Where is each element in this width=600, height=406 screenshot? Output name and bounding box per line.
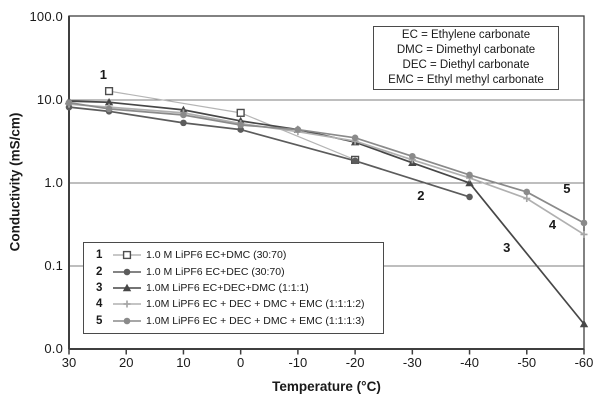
marker-filled-circle <box>294 126 302 133</box>
abbrev-line-emc: EMC = Ethyl methyl carbonate <box>388 74 544 86</box>
x-tick-label: -30 <box>402 355 422 370</box>
series-annotation-3: 3 <box>503 239 511 255</box>
series-line-5 <box>68 101 585 224</box>
marker-filled-circle <box>237 126 244 133</box>
marker-open-square <box>122 251 132 260</box>
y-tick-label: 0.1 <box>44 258 63 273</box>
series-line-1 <box>108 90 356 161</box>
legend-marker-filled-triangle-icon <box>113 283 141 292</box>
marker-filled-circle <box>123 268 131 275</box>
legend-marker-open-square-icon <box>113 251 141 260</box>
x-tick-label: 20 <box>118 355 134 370</box>
x-axis-title: Temperature (°C) <box>272 379 381 394</box>
marker-filled-circle <box>123 317 131 325</box>
legend-marker-filled-circle-icon <box>113 268 141 275</box>
marker-filled-circle <box>237 121 244 129</box>
legend-number: 1 <box>96 249 103 262</box>
series-5 <box>65 99 588 227</box>
x-tick-label: 0 <box>237 355 245 370</box>
legend-row-2: 2 1.0 M LiPF6 EC+DEC (30:70) <box>96 266 377 278</box>
abbrev-line-ec: EC = Ethylene carbonate <box>401 29 531 41</box>
marker-filled-circle <box>466 171 473 179</box>
legend-marker-plus-icon <box>113 300 141 308</box>
legend-label: 1.0 M LiPF6 EC+DMC (30:70) <box>146 249 287 262</box>
series-4 <box>65 100 588 238</box>
x-tick-label: 30 <box>61 355 77 370</box>
marker-filled-circle <box>105 105 113 113</box>
legend-number: 5 <box>96 314 103 327</box>
legend-number: 4 <box>96 298 103 311</box>
y-tick-label: 1.0 <box>44 175 63 190</box>
x-tick-label: -60 <box>574 355 594 370</box>
legend-row-1: 1 1.0 M LiPF6 EC+DMC (30:70) <box>96 249 377 261</box>
y-tick-label: 10.0 <box>36 92 63 107</box>
marker-open-square <box>104 87 114 96</box>
marker-filled-triangle <box>104 98 114 106</box>
series-legend-box: 1 1.0 M LiPF6 EC+DMC (30:70) 2 1.0 M LiP… <box>83 242 384 334</box>
marker-filled-circle <box>351 134 359 142</box>
legend-row-5: 5 1.0M LiPF6 EC + DEC + DMC + EMC (1:1:1… <box>96 315 377 327</box>
legend-marker-filled-circle-gray-icon <box>113 317 141 325</box>
marker-filled-triangle <box>122 283 132 292</box>
series-annotation-4: 4 <box>548 217 557 233</box>
abbrev-line-dec: DEC = Diethyl carbonate <box>402 59 530 71</box>
abbreviation-key-box: EC = Ethylene carbonate DMC = Dimethyl c… <box>373 26 559 90</box>
marker-filled-circle <box>180 119 187 127</box>
series-line-2 <box>68 106 470 198</box>
marker-filled-circle <box>580 219 588 227</box>
series-annotation-1: 1 <box>99 67 107 82</box>
legend-label: 1.0M LiPF6 EC+DEC+DMC (1:1:1) <box>146 281 309 294</box>
marker-filled-circle <box>409 152 416 160</box>
marker-filled-circle <box>180 111 187 119</box>
series-annotation-2: 2 <box>417 187 425 203</box>
legend-label: 1.0 M LiPF6 EC+DEC (30:70) <box>146 265 285 278</box>
marker-filled-circle <box>466 193 473 201</box>
series-line-4 <box>68 103 585 236</box>
y-tick-label: 100.0 <box>29 9 63 24</box>
legend-row-4: 4 1.0M LiPF6 EC + DEC + DMC + EMC (1:1:1… <box>96 298 377 310</box>
x-tick-label: -20 <box>345 355 365 370</box>
series-2 <box>65 103 473 201</box>
legend-label: 1.0M LiPF6 EC + DEC + DMC + EMC (1:1:1:3… <box>146 314 365 327</box>
legend-row-3: 3 1.0M LiPF6 EC+DEC+DMC (1:1:1) <box>96 282 377 294</box>
legend-number: 3 <box>96 281 103 294</box>
marker-filled-triangle <box>465 178 474 187</box>
x-tick-label: -40 <box>460 355 479 370</box>
x-tick-label: -10 <box>288 355 308 370</box>
marker-open-square <box>236 108 245 117</box>
legend-number: 2 <box>96 265 103 278</box>
marker-filled-circle <box>351 157 359 165</box>
marker-filled-circle <box>523 188 531 196</box>
x-tick-label: 10 <box>176 355 191 370</box>
x-tick-label: -50 <box>517 355 537 370</box>
series-annotation-5: 5 <box>563 180 571 196</box>
marker-filled-circle <box>65 99 73 106</box>
legend-label: 1.0M LiPF6 EC + DEC + DMC + EMC (1:1:1:2… <box>146 298 365 311</box>
marker-filled-triangle <box>579 319 589 328</box>
y-tick-label: 0.0 <box>44 341 63 356</box>
abbrev-line-dmc: DMC = Dimethyl carbonate <box>396 44 536 56</box>
